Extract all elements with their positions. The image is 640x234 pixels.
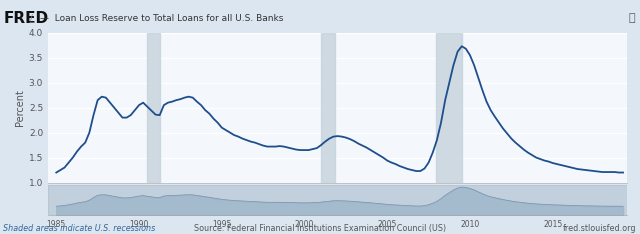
Text: Shaded areas indicate U.S. recessions: Shaded areas indicate U.S. recessions: [3, 224, 156, 233]
Bar: [321, 33, 335, 183]
Text: —  Loan Loss Reserve to Total Loans for all U.S. Banks: — Loan Loss Reserve to Total Loans for a…: [40, 14, 283, 22]
Bar: [436, 33, 461, 183]
Text: Source: Federal Financial Institutions Examination Council (US): Source: Federal Financial Institutions E…: [194, 224, 446, 233]
Text: FRED: FRED: [3, 11, 49, 26]
Y-axis label: Percent: Percent: [15, 89, 24, 126]
Bar: [147, 33, 160, 183]
Text: /̲̲: /̲̲: [31, 14, 33, 22]
Text: ⤡: ⤡: [629, 13, 636, 23]
Text: fred.stlouisfed.org: fred.stlouisfed.org: [563, 224, 637, 233]
